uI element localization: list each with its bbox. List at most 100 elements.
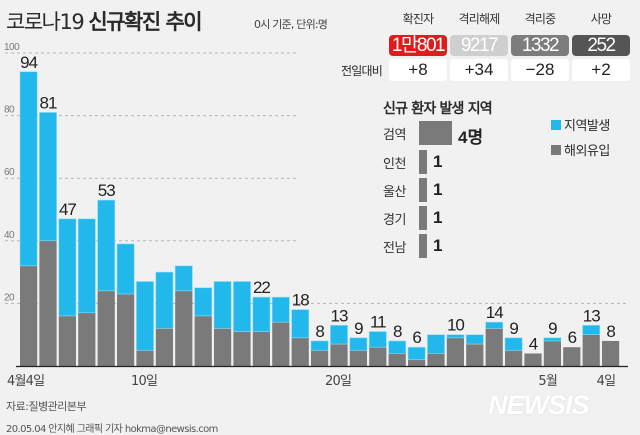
bar-overseas xyxy=(233,331,251,366)
bar-overseas xyxy=(582,334,600,366)
region-bar xyxy=(419,206,427,230)
bar-local xyxy=(97,199,116,292)
bar-local xyxy=(116,243,135,295)
diff-label: 전일대비 xyxy=(341,64,383,78)
bar-overseas xyxy=(563,347,581,366)
region-panel-title: 신규 환자 발생 지역 xyxy=(383,101,493,117)
data-label: 22 xyxy=(253,278,270,297)
region-label: 검역 xyxy=(383,128,406,143)
y-tick-label: 40 xyxy=(4,230,15,241)
bar-local xyxy=(77,218,96,314)
stat-value: 252 xyxy=(572,35,630,56)
region-label: 인천 xyxy=(383,157,406,172)
bar-overseas xyxy=(155,328,173,366)
bar-overseas xyxy=(466,344,484,366)
region-value: 4명 xyxy=(458,128,484,147)
data-label: 47 xyxy=(59,200,76,219)
bar-overseas xyxy=(408,359,426,366)
data-label: 14 xyxy=(486,303,503,322)
region-bar xyxy=(419,234,427,258)
stat-label: 확진자 xyxy=(402,12,435,26)
x-tick-label: 10일 xyxy=(131,374,158,389)
bar-overseas xyxy=(117,294,135,366)
y-tick-label: 100 xyxy=(4,42,20,53)
bar-overseas xyxy=(20,265,38,366)
bar-local xyxy=(291,309,310,339)
bar-overseas xyxy=(175,290,193,366)
legend-local: 지역발생 xyxy=(564,119,610,134)
data-label: 6 xyxy=(412,328,421,347)
stat-value: 1만801 xyxy=(389,35,447,56)
data-label: 81 xyxy=(40,93,57,112)
bar-local xyxy=(39,112,57,242)
bar-local xyxy=(446,334,465,339)
bar-local xyxy=(582,325,601,335)
bar-overseas xyxy=(214,328,232,366)
bar-local xyxy=(543,337,562,342)
bar-overseas xyxy=(349,350,367,366)
bar-local xyxy=(213,281,232,329)
stat-label: 사망 xyxy=(590,12,612,26)
data-label: 13 xyxy=(583,306,600,325)
bar-overseas xyxy=(602,340,620,366)
bar-overseas xyxy=(136,350,154,366)
bar-local xyxy=(271,296,290,323)
data-label: 10 xyxy=(447,316,464,335)
bar-local xyxy=(252,296,271,332)
region-value: 1 xyxy=(433,208,443,227)
bar-overseas xyxy=(369,347,387,366)
x-tick-label: 20일 xyxy=(325,374,352,389)
subtitle: 0시 기준, 단위:명 xyxy=(254,18,328,31)
bar-local xyxy=(427,334,445,354)
bar-overseas xyxy=(543,340,561,366)
data-label: 11 xyxy=(370,313,386,332)
data-label: 4 xyxy=(529,334,538,353)
bar-overseas xyxy=(505,350,523,366)
source: 자료:질병관리본부 xyxy=(6,400,87,413)
bar-local xyxy=(310,340,329,351)
bar-overseas xyxy=(252,331,270,366)
credit: 20.05.04 안지혜 그래픽 기자 hokma@newsis.com xyxy=(6,424,218,435)
bar-local xyxy=(388,340,407,354)
bar-overseas xyxy=(311,350,329,366)
bar-local xyxy=(368,331,387,348)
bar-overseas xyxy=(485,328,503,366)
bar-overseas xyxy=(446,337,464,366)
x-tick-label: 4월4일 xyxy=(7,374,45,389)
region-label: 전남 xyxy=(383,241,406,256)
region-value: 1 xyxy=(433,236,443,255)
data-label: 13 xyxy=(331,306,348,325)
data-label: 8 xyxy=(393,322,402,341)
bar-local xyxy=(465,334,484,345)
bar-local xyxy=(58,218,77,317)
data-label: 53 xyxy=(98,181,115,200)
region-label: 울산 xyxy=(383,185,406,200)
bar-local xyxy=(407,346,426,361)
newsis-logo: NEWSIS xyxy=(488,390,590,420)
data-label: 8 xyxy=(606,322,615,341)
bar-local xyxy=(349,337,368,351)
bar-overseas xyxy=(427,353,445,366)
region-value: 1 xyxy=(433,180,443,199)
title-bold: 신규확진 추이 xyxy=(88,10,202,34)
stat-label: 격리중 xyxy=(524,12,557,26)
y-tick-label: 80 xyxy=(4,105,15,116)
data-label: 94 xyxy=(20,53,37,72)
bar-overseas xyxy=(272,322,290,366)
bar-local xyxy=(155,271,174,329)
stat-diff: +2 xyxy=(572,59,630,81)
title-light: 코로나19 xyxy=(6,10,85,34)
stat-value: 9217 xyxy=(450,35,508,56)
bar-local xyxy=(136,281,154,351)
region-label: 경기 xyxy=(383,213,406,228)
stat-diff: +8 xyxy=(389,59,447,81)
data-label: 8 xyxy=(315,322,324,341)
bar-local xyxy=(330,325,348,345)
bar-overseas xyxy=(78,312,96,366)
legend-overseas: 해외유입 xyxy=(564,144,610,159)
bar-local xyxy=(194,287,213,317)
bar-overseas xyxy=(97,290,115,366)
bar-local xyxy=(233,281,251,332)
y-tick-label: 20 xyxy=(4,292,15,303)
